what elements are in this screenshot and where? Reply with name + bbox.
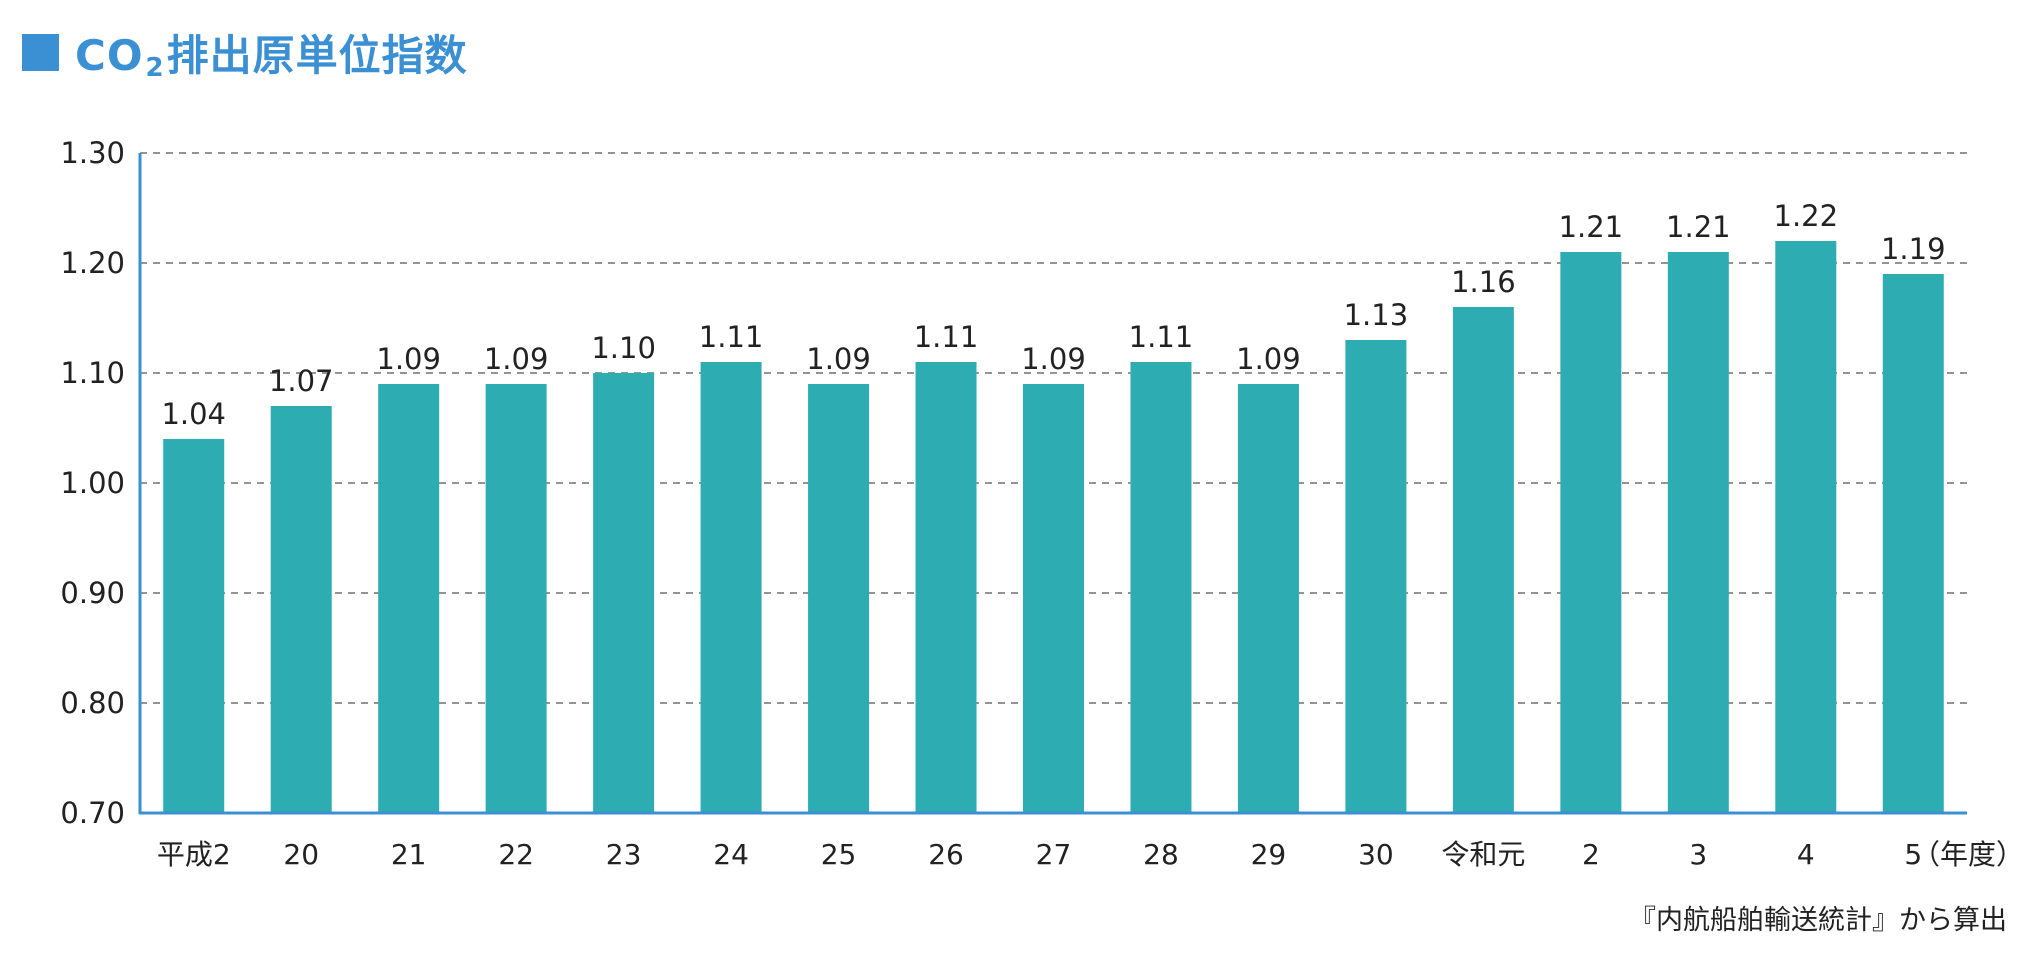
- x-tick-label: 25: [821, 838, 857, 871]
- data-label: 1.09: [484, 342, 549, 376]
- data-label: 1.10: [591, 331, 656, 365]
- data-label: 1.22: [1774, 199, 1839, 233]
- x-tick-label: 5: [1904, 838, 1922, 871]
- data-label: 1.19: [1881, 232, 1946, 266]
- x-tick-label: 20: [283, 838, 319, 871]
- bar: [163, 439, 225, 813]
- title-square-icon: [22, 34, 59, 71]
- x-tick-label: 3: [1689, 838, 1707, 871]
- bar: [1130, 362, 1192, 813]
- title-text: CO2排出原単位指数: [75, 31, 468, 83]
- x-tick-label: 30: [1358, 838, 1394, 871]
- bar: [270, 406, 332, 813]
- data-label: 1.09: [376, 342, 441, 376]
- bar: [1023, 384, 1084, 813]
- x-tick-label: 4: [1797, 838, 1815, 871]
- bar: [1237, 384, 1299, 813]
- x-tick-label: 21: [391, 838, 427, 871]
- source-note: 『内航船舶輸送統計』から算出: [1629, 905, 2007, 936]
- data-label: 1.09: [1021, 342, 1086, 376]
- chart-title: CO2排出原単位指数: [22, 22, 468, 83]
- y-tick-label: 0.80: [60, 686, 125, 720]
- x-tick-label: 24: [713, 838, 749, 871]
- data-label: 1.13: [1344, 298, 1409, 332]
- data-label: 1.04: [161, 397, 226, 431]
- data-label: 1.11: [914, 320, 979, 354]
- data-label: 1.21: [1559, 210, 1624, 244]
- x-tick-label: 23: [606, 838, 642, 871]
- bar: [808, 384, 870, 813]
- y-tick-label: 0.70: [60, 796, 125, 830]
- bar: [1560, 252, 1622, 813]
- data-label: 1.09: [1236, 342, 1301, 376]
- y-tick-label: 1.00: [60, 466, 125, 500]
- bar: [1452, 307, 1514, 813]
- bar: [700, 362, 762, 813]
- x-axis-label: （年度）: [1912, 838, 2024, 871]
- bar: [485, 384, 547, 813]
- data-label: 1.11: [699, 320, 764, 354]
- data-label: 1.11: [1129, 320, 1194, 354]
- y-tick-label: 1.30: [60, 136, 125, 170]
- x-tick-label: 22: [498, 838, 534, 871]
- x-tick-label: 27: [1036, 838, 1072, 871]
- bar: [378, 384, 440, 813]
- x-tick-label: 26: [928, 838, 964, 871]
- y-tick-label: 1.20: [60, 246, 125, 280]
- x-tick-label: 令和元: [1441, 838, 1525, 871]
- bar: [1775, 241, 1837, 813]
- y-tick-label: 0.90: [60, 576, 125, 610]
- data-label: 1.16: [1451, 265, 1516, 299]
- bar: [1667, 252, 1729, 813]
- x-tick-label: 28: [1143, 838, 1179, 871]
- x-tick-label: 2: [1582, 838, 1600, 871]
- bar: [593, 373, 655, 813]
- y-tick-label: 1.10: [60, 356, 125, 390]
- data-label: 1.09: [806, 342, 871, 376]
- data-label: 1.07: [269, 364, 334, 398]
- x-tick-label: 29: [1251, 838, 1287, 871]
- bar: [1882, 274, 1944, 813]
- bar: [915, 362, 977, 813]
- data-label: 1.21: [1666, 210, 1731, 244]
- x-tick-label: 平成2: [157, 838, 231, 871]
- bar: [1345, 340, 1407, 813]
